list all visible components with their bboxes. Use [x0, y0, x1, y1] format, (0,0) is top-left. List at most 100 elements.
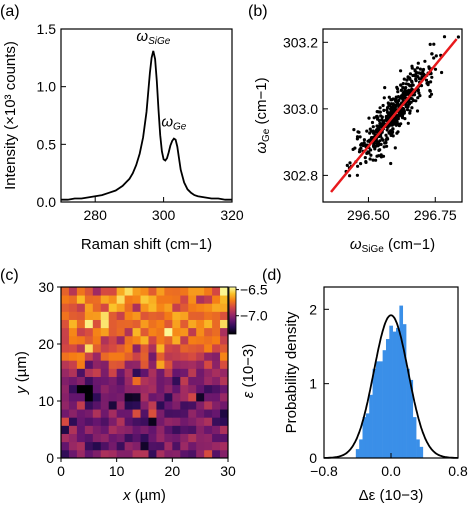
heatmap-cell — [140, 376, 149, 386]
heatmap-cell — [124, 352, 133, 361]
heatmap-cell — [108, 319, 118, 329]
y-tick-label-b: 303.2 — [283, 34, 318, 50]
heatmap-cell — [172, 327, 181, 337]
heatmap-cell — [204, 392, 213, 402]
colorbar-label-main: ε — [240, 391, 257, 398]
heatmap-cell — [68, 360, 78, 369]
histogram-bar — [399, 305, 404, 458]
heatmap-cell — [196, 417, 205, 426]
y-tick-label-c: 10 — [38, 393, 54, 409]
heatmap-cell — [180, 376, 189, 386]
histogram-bar — [362, 417, 367, 458]
heatmap-cell — [212, 303, 221, 312]
heatmap-cell — [148, 327, 157, 337]
heatmap-cell — [108, 295, 118, 304]
heatmap-cell — [61, 433, 70, 443]
panel-label-c: (c) — [0, 267, 19, 284]
scatter-point — [393, 146, 397, 150]
heatmap-cell — [204, 425, 213, 434]
heatmap-cell — [172, 344, 181, 353]
heatmap-cell — [108, 335, 118, 345]
histogram-bars — [355, 305, 424, 458]
heatmap-cell — [84, 319, 94, 329]
y-tick-label-a: 0.5 — [37, 136, 57, 152]
heatmap-cell — [188, 433, 197, 443]
heatmap-cell — [188, 417, 197, 426]
x-axis-label-b-main: ω — [350, 236, 362, 253]
scatter-point — [397, 98, 401, 103]
heatmap-cell — [61, 441, 70, 451]
x-axis-label-c-main: x — [122, 487, 131, 504]
scatter-point — [383, 86, 387, 90]
y-axis-label-c: y (µm) — [13, 351, 30, 395]
y-axis-label-b: ωGe (cm−1) — [253, 77, 272, 153]
heatmap-cell — [124, 449, 133, 459]
scatter-point — [402, 77, 406, 81]
heatmap-cell — [100, 335, 110, 345]
heatmap-cell — [124, 319, 133, 329]
heatmap-cell — [92, 352, 102, 361]
heatmap-cell — [196, 327, 205, 337]
heatmap-cell — [61, 384, 70, 394]
heatmap-cell — [180, 441, 189, 451]
histogram-bar — [392, 331, 397, 458]
scatter-point — [375, 110, 379, 114]
scatter-point — [382, 145, 386, 149]
heatmap-cell — [61, 417, 70, 426]
heatmap-cell — [204, 287, 213, 296]
x-tick-label-b: 296.50 — [347, 207, 390, 223]
heatmap-cell — [108, 417, 118, 426]
histogram-bar — [396, 327, 400, 458]
annotation-a-0: ωSiGe — [136, 28, 170, 47]
heatmap-cell — [156, 417, 165, 426]
heatmap-cell — [61, 409, 70, 418]
heatmap-cell — [220, 352, 229, 361]
heatmap-cell — [148, 311, 157, 320]
heatmap-cell — [76, 319, 86, 329]
heatmap-cell — [108, 449, 118, 459]
scatter-point — [399, 88, 403, 92]
scatter-point — [365, 129, 369, 133]
scatter-point — [356, 164, 360, 168]
heatmap-cell — [140, 295, 149, 304]
heatmap-cell — [108, 360, 118, 369]
heatmap-cell — [100, 401, 110, 410]
heatmap-cell — [140, 335, 149, 345]
heatmap-cell — [148, 360, 157, 369]
heatmap-cell — [220, 287, 229, 296]
scatter-point — [356, 130, 360, 134]
scatter-point — [366, 139, 370, 143]
heatmap-cell — [140, 360, 149, 369]
heatmap-cell — [148, 303, 157, 312]
y-tick-label-b: 302.8 — [283, 167, 318, 183]
heatmap-cell — [188, 368, 197, 377]
heatmap-cell — [61, 392, 70, 402]
scatter-point — [364, 160, 368, 164]
heatmap-cell — [84, 425, 94, 434]
heatmap-cell — [204, 335, 213, 345]
heatmap-cell — [220, 441, 229, 451]
scatter-point — [408, 111, 412, 115]
heatmap-cell — [61, 303, 70, 312]
heatmap-cell — [84, 311, 94, 320]
heatmap-cell — [156, 295, 165, 304]
heatmap-cell — [212, 417, 221, 426]
heatmap-cell — [196, 344, 205, 353]
scatter-point — [406, 82, 410, 86]
heatmap-cell — [164, 417, 173, 426]
heatmap-cell — [61, 449, 70, 459]
heatmap-cell — [100, 327, 110, 337]
scatter-point — [394, 123, 398, 127]
heatmap-cell — [132, 376, 141, 386]
scatter-point — [429, 80, 433, 84]
histogram-bar — [416, 439, 420, 458]
heatmap-cell — [212, 384, 221, 394]
heatmap-cell — [172, 417, 181, 426]
x-axis-label-b: ωSiGe (cm−1) — [350, 236, 435, 255]
heatmap-cell — [140, 311, 149, 320]
heatmap-cell — [196, 425, 205, 434]
scatter-point — [379, 153, 383, 157]
histogram-bar — [419, 446, 424, 458]
